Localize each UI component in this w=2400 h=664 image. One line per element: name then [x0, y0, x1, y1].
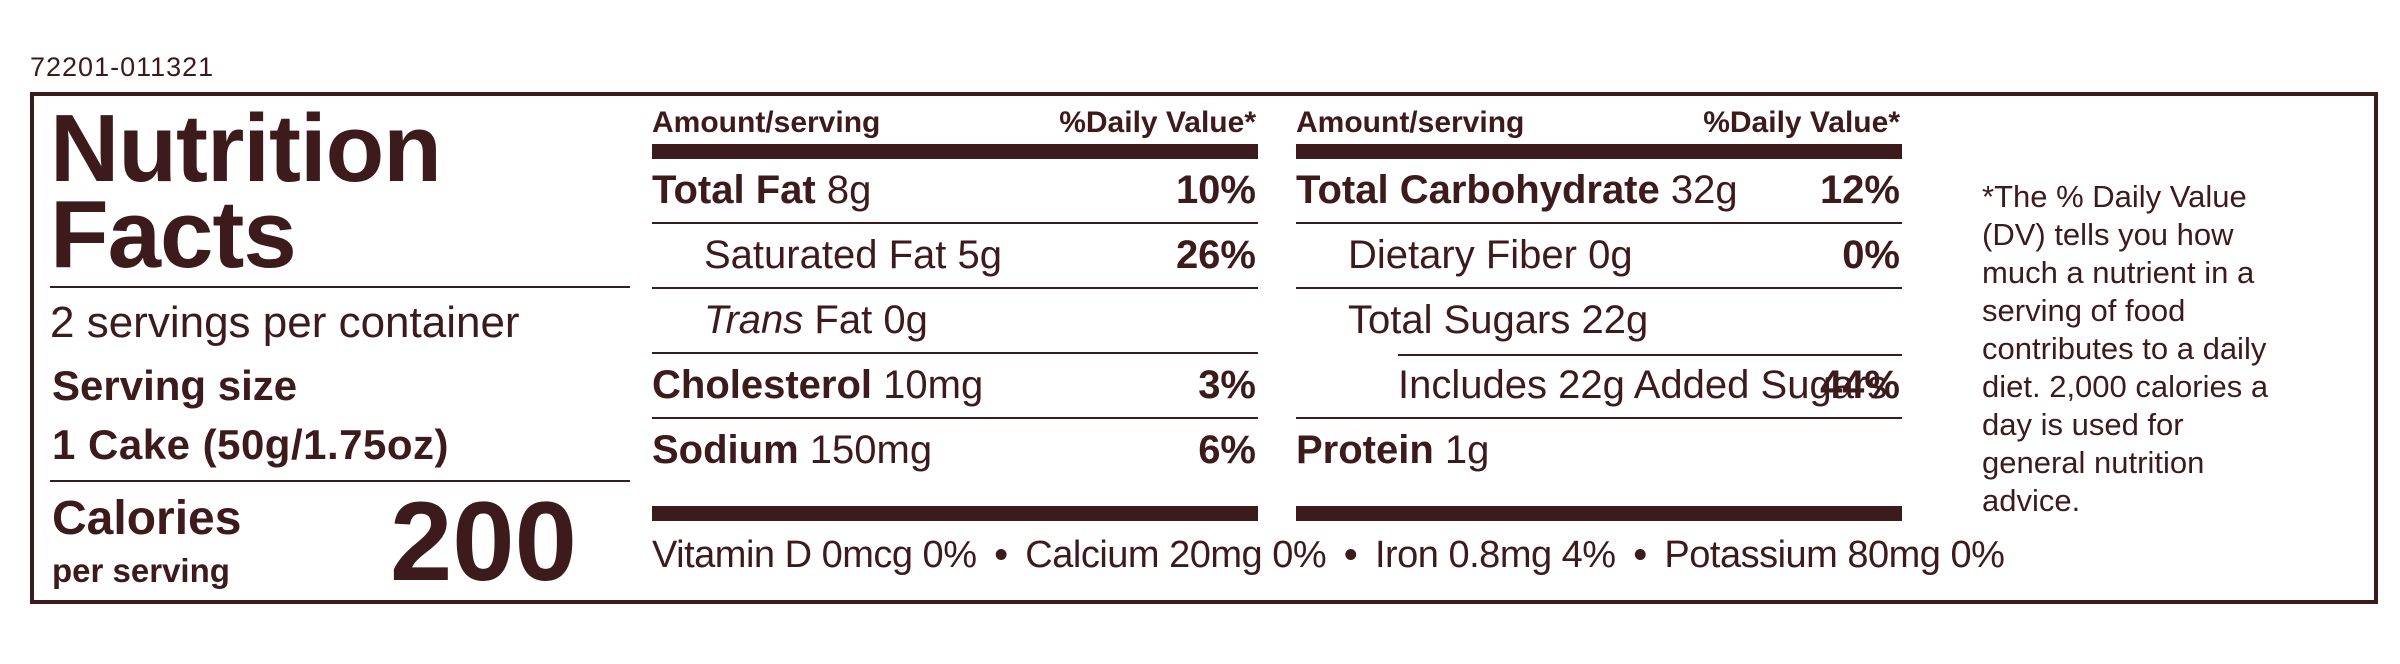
vitamin-d: Vitamin D 0mcg 0%	[652, 534, 977, 576]
nutrient-row-total-fat: Total Fat 8g 10%	[652, 159, 1258, 224]
divider	[1398, 354, 1902, 356]
nutrient-dv: 26%	[1175, 233, 1256, 277]
serving-size-value: 1 Cake (50g/1.75oz)	[52, 421, 450, 468]
nutrient-name: Fat	[814, 298, 873, 342]
nutrient-row-added-sugars: Includes 22g Added Sugars 44%	[1296, 354, 1902, 419]
daily-value-header: %Daily Value*	[1059, 106, 1256, 139]
nutrient-row-saturated-fat: Saturated Fat 5g 26%	[652, 224, 1258, 289]
nutrient-name: Total Carbohydrate	[1296, 168, 1660, 212]
title-line-2: Facts	[50, 181, 297, 288]
nutrition-facts-panel: Nutrition Facts 2 servings per container…	[30, 92, 2378, 604]
nutrient-name: Cholesterol	[652, 363, 873, 407]
nutrient-name: Saturated Fat	[704, 233, 947, 277]
nutrient-name: Protein	[1296, 428, 1434, 472]
thick-rule	[652, 506, 1258, 521]
amount-per-serving-header: Amount/serving	[1296, 106, 1525, 139]
nutrient-row-cholesterol: Cholesterol 10mg 3%	[652, 354, 1258, 419]
nutrient-column-left: Amount/serving %Daily Value* Total Fat 8…	[652, 106, 1258, 484]
vitamins-minerals-line: Vitamin D 0mcg 0% • Calcium 20mg 0% • Iron 0…	[652, 534, 2005, 577]
nutrient-name: Includes 22g Added Sugars	[1398, 363, 1888, 407]
nutrient-name: Total Sugars	[1348, 298, 1571, 342]
nutrient-amount: 22g	[1581, 298, 1649, 342]
nutrient-dv: 10%	[1175, 168, 1256, 212]
bullet-separator: •	[1344, 534, 1357, 576]
nutrient-dv: 12%	[1819, 168, 1900, 212]
nutrient-row-trans-fat: Trans Fat 0g	[652, 289, 1258, 354]
thick-rule	[652, 144, 1258, 159]
thick-rule	[1296, 144, 1902, 159]
nutrient-name: Sodium	[652, 428, 799, 472]
nutrient-dv: 0%	[1842, 233, 1900, 277]
amount-per-serving-header: Amount/serving	[652, 106, 881, 139]
nutrient-name-italic: Trans	[704, 298, 804, 342]
calories-label: Calories	[52, 492, 242, 545]
nutrient-dv: 3%	[1198, 363, 1256, 407]
nutrient-column-right: Amount/serving %Daily Value* Total Carbo…	[1296, 106, 1902, 484]
iron: Iron 0.8mg 4%	[1374, 534, 1616, 576]
potassium: Potassium 80mg 0%	[1664, 534, 2005, 576]
nutrient-row-total-carbohydrate: Total Carbohydrate 32g 12%	[1296, 159, 1902, 224]
nutrient-amount: 5g	[957, 233, 1003, 277]
divider	[50, 480, 630, 482]
nutrient-amount: 10mg	[883, 363, 984, 407]
column-header: Amount/serving %Daily Value*	[1296, 106, 1902, 144]
calories-value: 200	[390, 479, 577, 604]
divider	[50, 286, 630, 288]
title-line-1: Nutrition	[50, 95, 442, 202]
nutrient-row-sodium: Sodium 150mg 6%	[652, 419, 1258, 484]
bullet-separator: •	[994, 534, 1008, 576]
thick-rule	[1296, 506, 1902, 521]
bullet-separator: •	[1633, 534, 1647, 576]
nutrient-amount: 150mg	[809, 428, 933, 472]
daily-value-footnote: *The % Daily Value (DV) tells you how mu…	[1982, 179, 2269, 518]
nutrient-row-dietary-fiber: Dietary Fiber 0g 0%	[1296, 224, 1902, 289]
servings-per-container: 2 servings per container	[50, 298, 520, 347]
nutrient-name: Dietary Fiber	[1348, 233, 1577, 277]
label-code: 72201-011321	[30, 52, 215, 82]
nutrient-amount: 0g	[883, 298, 928, 342]
calories-per-serving-label: per serving	[52, 552, 230, 589]
nutrient-amount: 32g	[1670, 168, 1738, 212]
nutrition-facts-title: Nutrition Facts	[50, 95, 650, 288]
nutrient-name: Total Fat	[652, 168, 816, 212]
serving-size-label: Serving size	[52, 362, 298, 409]
nutrient-row-protein: Protein 1g	[1296, 419, 1902, 484]
calcium: Calcium 20mg 0%	[1025, 534, 1327, 576]
nutrient-amount: 8g	[826, 168, 872, 212]
daily-value-header: %Daily Value*	[1703, 106, 1900, 139]
nutrient-row-total-sugars: Total Sugars 22g	[1296, 289, 1902, 356]
nutrient-amount: 1g	[1444, 428, 1490, 472]
nutrient-amount: 0g	[1588, 233, 1633, 277]
column-header: Amount/serving %Daily Value*	[652, 106, 1258, 144]
nutrient-dv: 44%	[1819, 363, 1900, 407]
nutrient-dv: 6%	[1198, 428, 1256, 472]
